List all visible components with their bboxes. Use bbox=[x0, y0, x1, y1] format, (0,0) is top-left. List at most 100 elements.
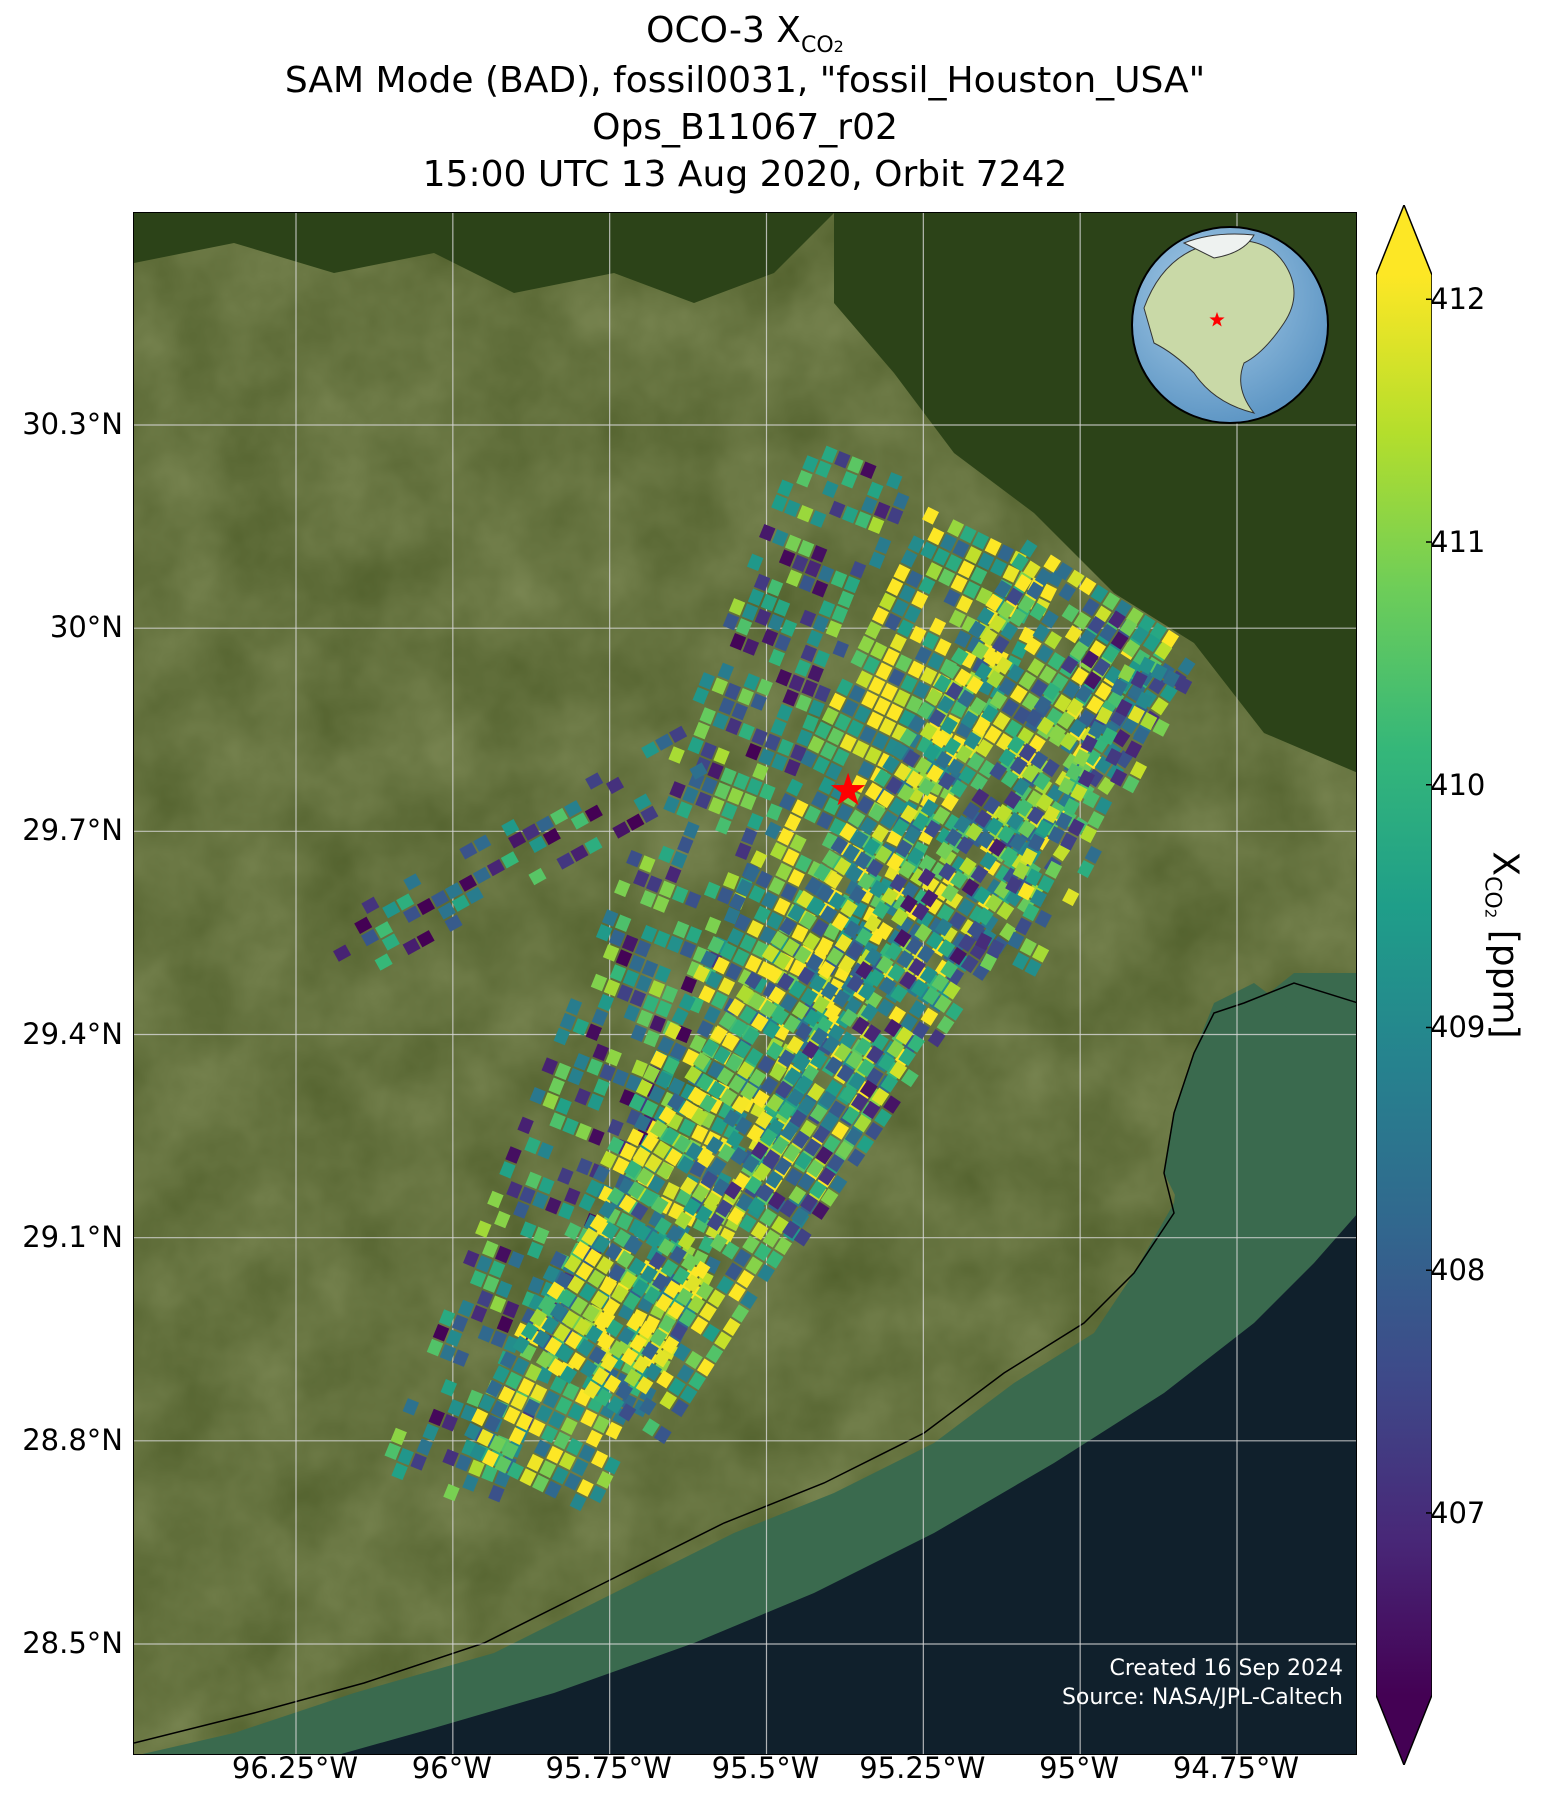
sounding-cell bbox=[1039, 665, 1057, 684]
sounding-cell bbox=[934, 750, 953, 770]
sounding-cell bbox=[612, 821, 631, 839]
sounding-cell bbox=[840, 899, 858, 918]
sounding-cell bbox=[678, 1308, 697, 1328]
sounding-cell bbox=[849, 561, 867, 579]
sounding-cell bbox=[469, 1443, 487, 1462]
sounding-cell bbox=[1062, 680, 1081, 699]
sounding-cell bbox=[591, 1367, 610, 1386]
sounding-cell bbox=[624, 1160, 642, 1179]
sounding-cell bbox=[896, 619, 914, 638]
sounding-cell bbox=[696, 1073, 714, 1092]
sounding-cell bbox=[410, 1453, 427, 1471]
sounding-cell bbox=[695, 791, 712, 810]
sounding-cell bbox=[906, 846, 925, 866]
sounding-cell bbox=[696, 1020, 714, 1039]
sounding-cell bbox=[922, 631, 940, 650]
sounding-cell bbox=[649, 1119, 668, 1138]
sounding-cell bbox=[814, 939, 833, 959]
sounding-cell bbox=[1115, 750, 1134, 769]
sounding-cell bbox=[776, 703, 793, 722]
sounding-cell bbox=[787, 868, 805, 887]
sounding-cell bbox=[640, 925, 658, 943]
sounding-cell bbox=[600, 1353, 619, 1372]
sounding-cell bbox=[829, 1175, 848, 1194]
sounding-cell bbox=[517, 1377, 535, 1396]
sounding-cell bbox=[926, 764, 944, 783]
sounding-cell bbox=[780, 1122, 799, 1142]
sounding-cell bbox=[746, 1124, 765, 1143]
sounding-cell bbox=[922, 743, 941, 762]
sounding-cell bbox=[862, 837, 881, 857]
sounding-cell bbox=[1150, 663, 1168, 682]
sounding-cell bbox=[997, 544, 1015, 563]
sounding-cell bbox=[567, 1275, 585, 1294]
map-panel[interactable] bbox=[133, 212, 1357, 1755]
sounding-cell bbox=[730, 1146, 749, 1166]
sounding-cell bbox=[913, 681, 931, 700]
sounding-cell bbox=[800, 750, 818, 768]
sounding-cell bbox=[597, 1332, 615, 1351]
sounding-cell bbox=[710, 1025, 728, 1044]
sounding-cell bbox=[1073, 611, 1092, 630]
sounding-cell bbox=[778, 792, 796, 811]
sounding-cell bbox=[970, 864, 989, 884]
sounding-cell bbox=[731, 1304, 750, 1323]
sounding-cell bbox=[905, 570, 923, 589]
sounding-cell bbox=[524, 1363, 542, 1382]
sounding-cell bbox=[1020, 847, 1038, 866]
colorbar-extend-top bbox=[1376, 205, 1432, 275]
sounding-cell bbox=[683, 1197, 701, 1216]
sounding-cell bbox=[795, 854, 813, 873]
sounding-cell bbox=[591, 1008, 609, 1027]
sounding-cell bbox=[572, 1018, 590, 1036]
sounding-cell bbox=[626, 1313, 644, 1332]
sounding-cell bbox=[766, 579, 784, 597]
sounding-cell bbox=[713, 1046, 731, 1065]
sounding-cell bbox=[546, 1445, 564, 1464]
sounding-cell bbox=[818, 776, 836, 795]
sounding-cell bbox=[653, 930, 671, 948]
sounding-cell bbox=[758, 748, 775, 766]
sounding-cell bbox=[873, 768, 892, 788]
sounding-cell bbox=[830, 836, 849, 855]
sounding-cell bbox=[636, 1009, 653, 1028]
sounding-cell bbox=[548, 1077, 565, 1095]
sounding-cell bbox=[886, 472, 903, 490]
sounding-cell bbox=[788, 980, 807, 999]
sounding-cell bbox=[712, 956, 730, 975]
sounding-cell bbox=[608, 1340, 627, 1359]
sounding-cell bbox=[562, 1382, 580, 1401]
sounding-cell bbox=[855, 961, 874, 980]
sounding-cell bbox=[985, 593, 1004, 612]
sounding-cell bbox=[870, 641, 888, 660]
sounding-cell bbox=[900, 804, 919, 824]
sounding-cell bbox=[1026, 806, 1045, 825]
colorbar-tick-label: 409 bbox=[1430, 1010, 1486, 1045]
sounding-cell bbox=[452, 1349, 470, 1367]
sounding-cell bbox=[488, 1484, 505, 1503]
sounding-cell bbox=[744, 971, 763, 990]
sounding-cell bbox=[860, 496, 878, 514]
sounding-cell bbox=[611, 1284, 629, 1303]
sounding-cell bbox=[1040, 583, 1058, 602]
sounding-cell bbox=[807, 1082, 825, 1102]
sounding-cell bbox=[735, 618, 753, 636]
y-tick-label: 28.5°N bbox=[22, 1626, 123, 1660]
sounding-cell bbox=[1012, 777, 1031, 796]
sounding-cell bbox=[721, 802, 738, 820]
sounding-cell bbox=[592, 1415, 610, 1434]
sounding-cell bbox=[797, 504, 814, 523]
sounding-cell bbox=[911, 590, 929, 609]
sounding-cell bbox=[655, 1000, 672, 1018]
sounding-cell bbox=[899, 971, 917, 990]
sounding-cell bbox=[666, 935, 684, 954]
sounding-cell bbox=[713, 747, 730, 765]
sounding-cell bbox=[988, 838, 1007, 857]
sounding-cell bbox=[639, 890, 657, 908]
sounding-cell bbox=[476, 1428, 494, 1447]
sounding-cell bbox=[1130, 670, 1148, 689]
sounding-cell bbox=[605, 1319, 624, 1338]
sounding-cell bbox=[670, 1322, 688, 1341]
sounding-cell bbox=[983, 796, 1001, 815]
sounding-cell bbox=[631, 1278, 650, 1297]
